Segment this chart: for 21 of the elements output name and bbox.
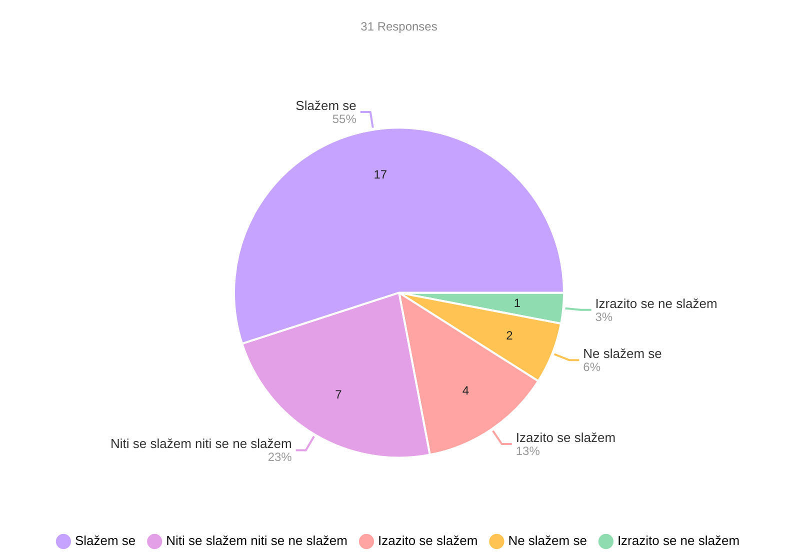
- text: 7: [335, 387, 342, 402]
- legend-label: Izazito se slažem: [378, 533, 478, 548]
- slice-label: Izrazito se ne slažem: [595, 296, 718, 311]
- slice-label: Niti se slažem niti se ne slažem: [110, 436, 292, 452]
- slice-label: Izazito se slažem: [516, 430, 616, 446]
- data-label: 13%: [516, 444, 540, 458]
- legend-label: Niti se slažem niti se ne slažem: [166, 533, 348, 548]
- text: 2: [506, 328, 514, 343]
- chart-title: 31 Responses: [360, 20, 438, 34]
- data-label: 3%: [595, 310, 613, 324]
- data-label: 23%: [268, 450, 292, 464]
- legend-label: Slažem se: [74, 533, 136, 548]
- data-label: 6%: [583, 360, 601, 374]
- text: 1: [514, 296, 521, 310]
- slice-label: Slažem se: [296, 98, 356, 113]
- data-label: 55%: [332, 112, 357, 126]
- slice-label: Ne slažem se: [583, 346, 662, 362]
- legend-label: Ne slažem se: [508, 533, 587, 548]
- text: 17: [374, 168, 388, 182]
- text: 4: [462, 383, 470, 398]
- legend-label: Izrazito se ne slažem: [617, 533, 740, 548]
